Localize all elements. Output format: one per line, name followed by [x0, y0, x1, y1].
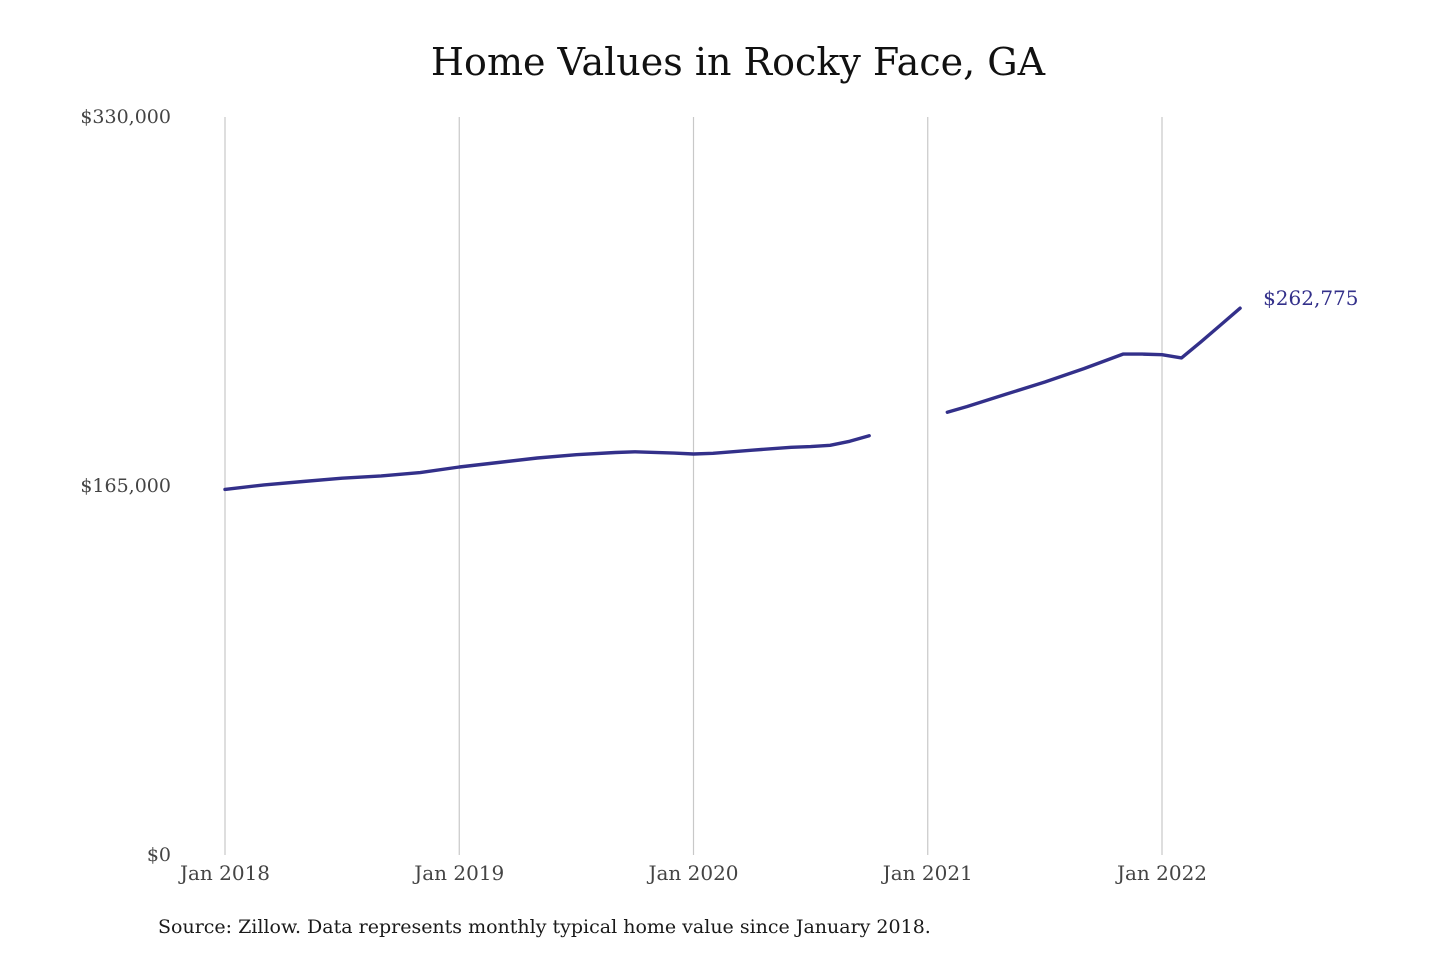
series-layer: [223, 306, 1242, 492]
series-line-segment-1: [223, 434, 871, 492]
x-axis-labels: Jan 2018 Jan 2019 Jan 2020 Jan 2021 Jan 2022: [178, 861, 1207, 885]
end-value-label: $262,775: [1263, 286, 1358, 310]
x-tick-label: Jan 2019: [412, 861, 504, 885]
chart-title: Home Values in Rocky Face, GA: [430, 40, 1046, 84]
y-tick-label: $330,000: [80, 106, 171, 128]
annotation-layer: $262,775: [1263, 286, 1358, 310]
gridlines: [224, 117, 1163, 855]
x-tick-label: Jan 2020: [646, 861, 738, 885]
x-tick-label: Jan 2018: [178, 861, 270, 885]
y-tick-label: $0: [147, 844, 171, 866]
y-axis-labels: $0 $165,000 $330,000: [80, 106, 171, 866]
y-tick-label: $165,000: [80, 475, 171, 497]
source-note: Source: Zillow. Data represents monthly …: [158, 916, 931, 938]
x-tick-label: Jan 2022: [1115, 861, 1207, 885]
series-line-segment-2: [945, 306, 1242, 414]
x-tick-label: Jan 2021: [881, 861, 973, 885]
